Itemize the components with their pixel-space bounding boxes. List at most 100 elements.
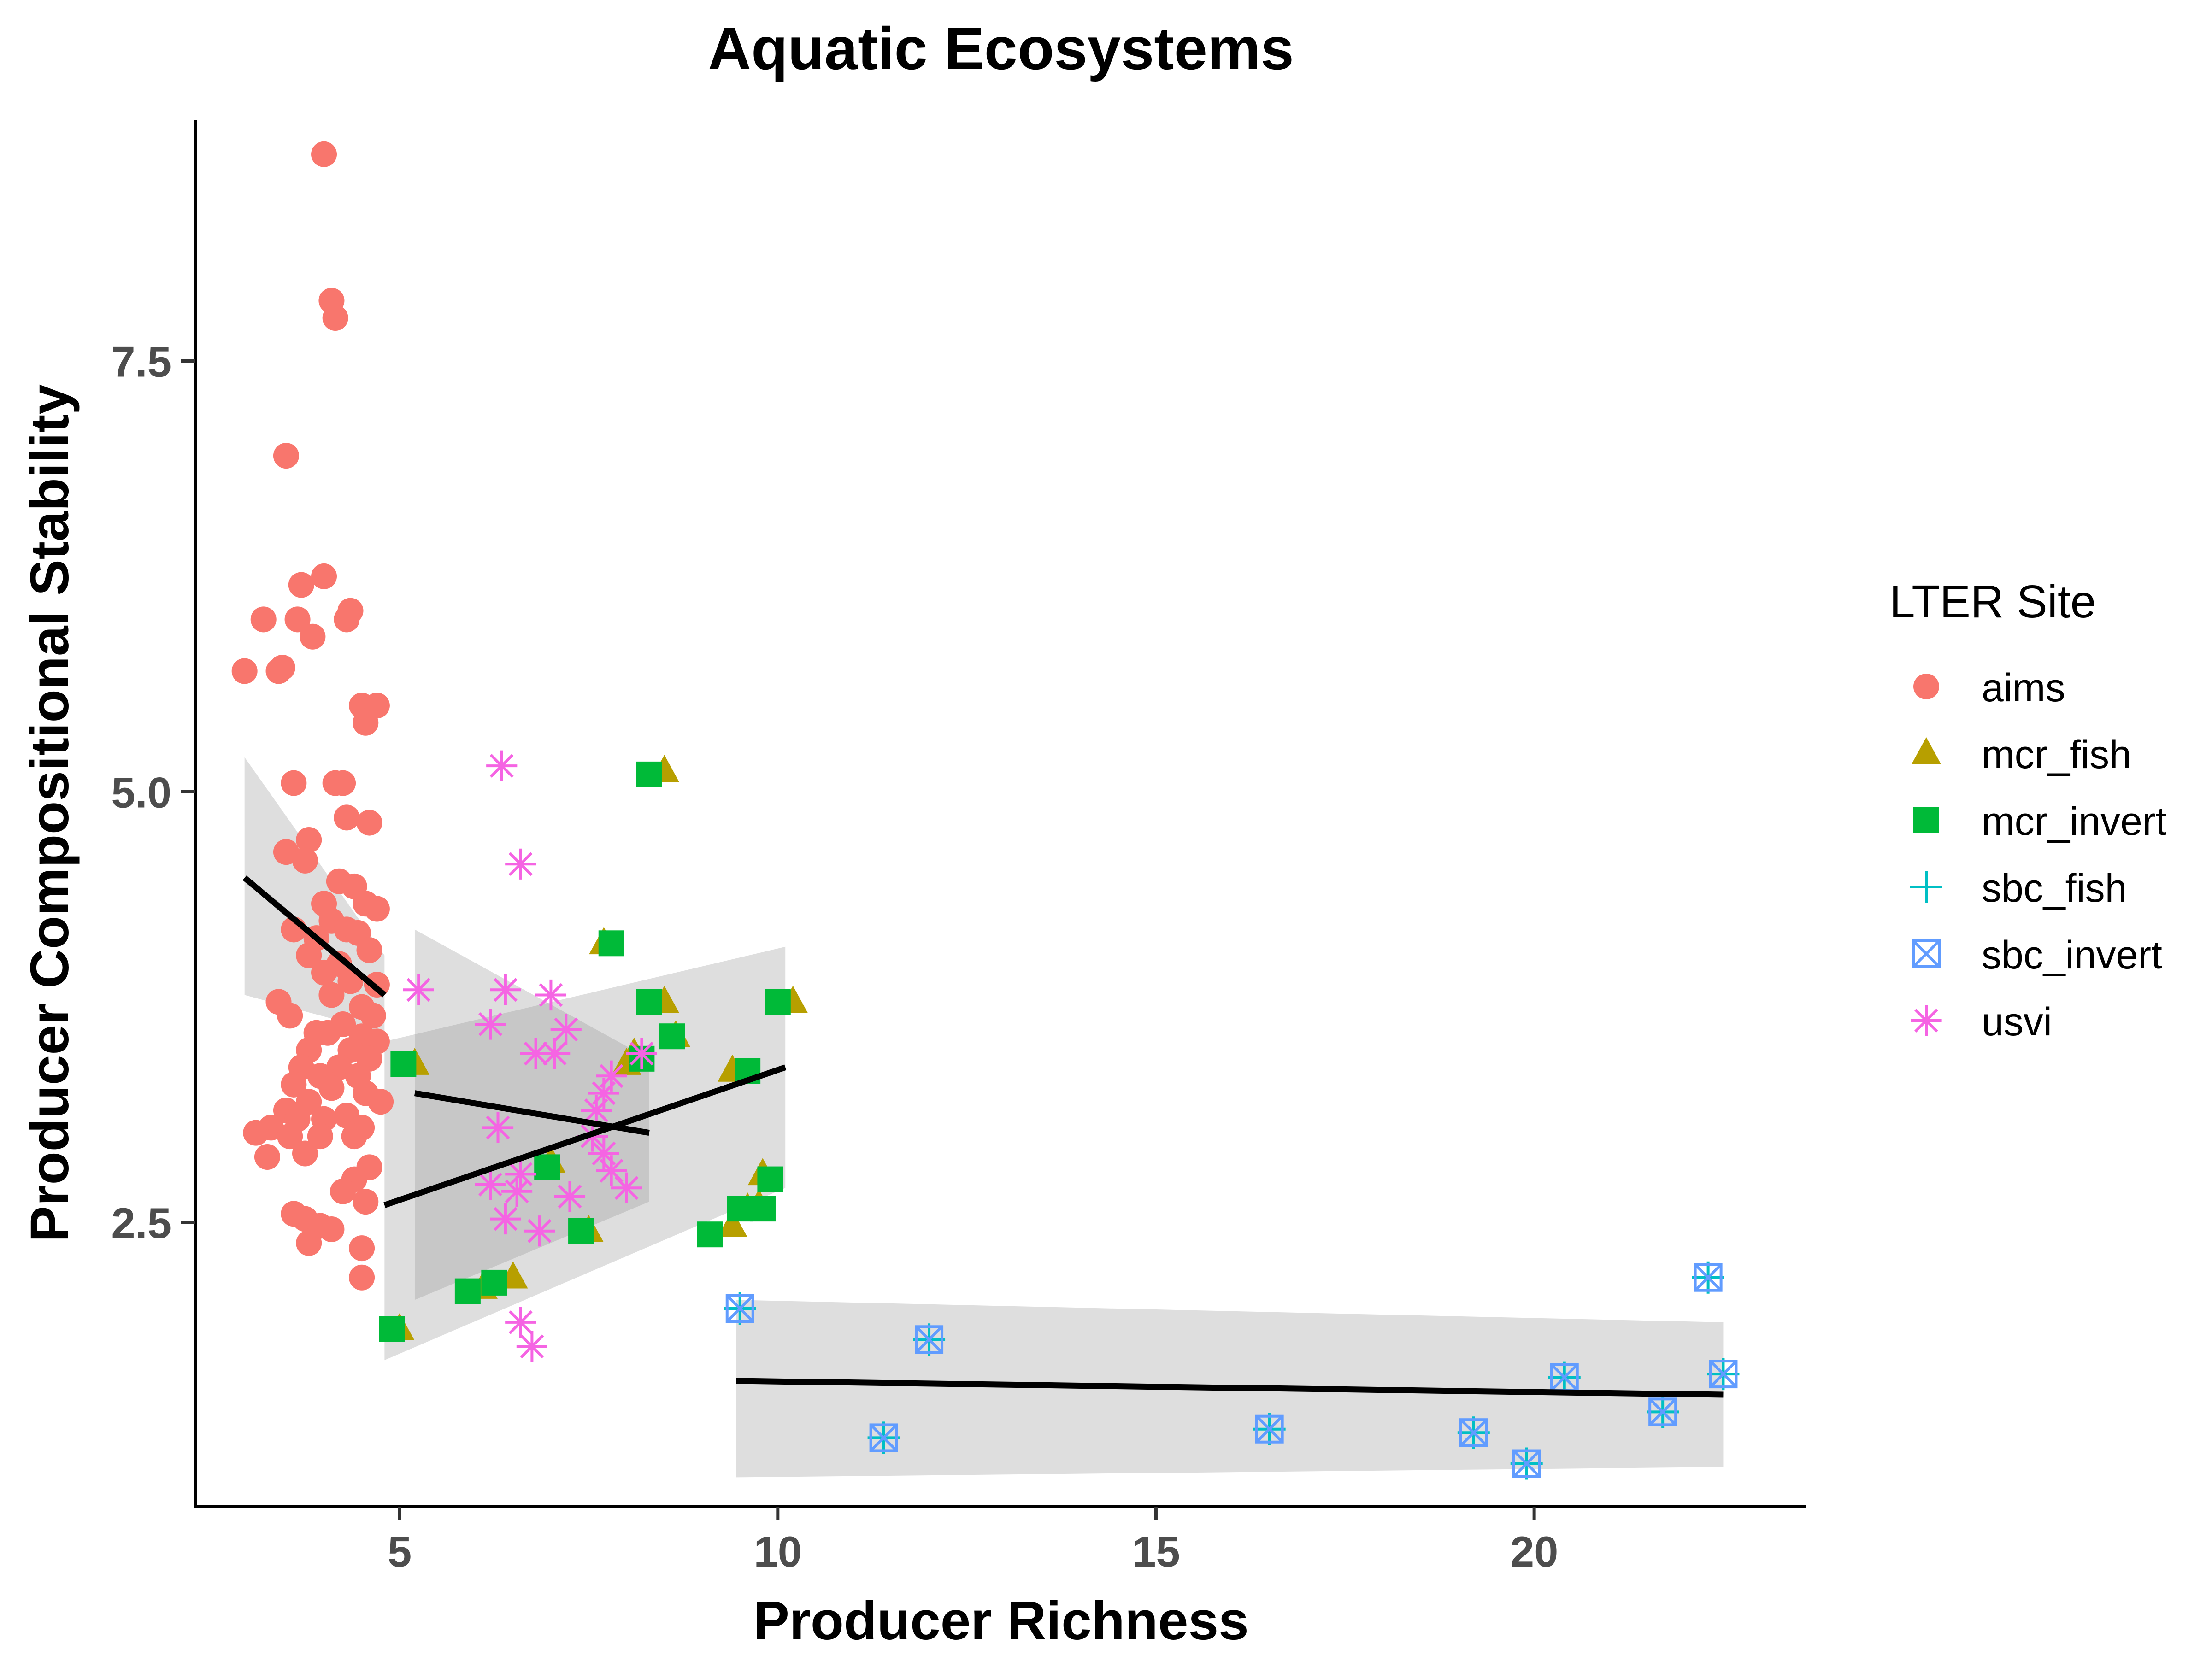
point-mcr_invert: [598, 930, 624, 957]
point-aims: [273, 443, 299, 469]
point-aims: [368, 1089, 394, 1115]
legend: LTER Site aims mcr_fish mcr_invert sbc_fish…: [1889, 576, 2167, 1044]
point-sbc_invert: [869, 1423, 898, 1452]
point-usvi: [505, 848, 536, 880]
confidence-bands: [244, 757, 1724, 1478]
trend-line-aims: [242, 875, 387, 998]
point-mcr_invert: [757, 1166, 783, 1192]
y-tick-label: 5.0: [111, 768, 171, 816]
point-mcr_fish: [718, 1209, 747, 1237]
trend-lines: [242, 875, 1724, 1398]
point-aims: [334, 804, 360, 831]
legend-key-mcr_invert: [1913, 807, 1939, 833]
point-sbc_invert: [725, 1294, 754, 1323]
point-aims: [311, 563, 337, 589]
point-usvi: [475, 1169, 506, 1200]
point-aims: [296, 827, 322, 853]
point-mcr_invert: [697, 1221, 723, 1248]
chart-title: Aquatic Ecosystems: [708, 15, 1294, 82]
point-usvi: [554, 1181, 586, 1212]
series-aims: [231, 141, 394, 1291]
legend-key-usvi: [1911, 1005, 1942, 1036]
trend-line-sbc: [736, 1378, 1724, 1398]
legend-title: LTER Site: [1889, 576, 2096, 628]
point-mcr_invert: [636, 989, 662, 1015]
point-mcr_invert: [379, 1316, 405, 1342]
point-aims: [311, 141, 337, 167]
legend-key-aims: [1913, 674, 1939, 699]
point-mcr_invert: [765, 989, 791, 1015]
y-axis-ticks: 2.5 5.0 7.5: [111, 337, 195, 1247]
point-usvi: [501, 1176, 533, 1207]
point-aims: [364, 896, 390, 922]
point-usvi: [505, 1307, 536, 1338]
point-sbc_invert: [1459, 1418, 1488, 1447]
point-mcr_invert: [727, 1196, 753, 1222]
point-mcr_invert: [568, 1218, 594, 1244]
legend-key-sbc_fish: [1910, 871, 1942, 903]
point-mcr_invert: [390, 1051, 417, 1077]
data-points: [231, 141, 1740, 1480]
legend-label-sbc_fish: sbc_fish: [1982, 866, 2127, 910]
x-tick-label: 15: [1132, 1527, 1180, 1576]
point-aims: [318, 982, 345, 1008]
point-usvi: [539, 1038, 571, 1069]
point-usvi: [626, 1038, 657, 1069]
point-sbc_invert: [1255, 1414, 1284, 1444]
point-usvi: [490, 1203, 521, 1235]
point-aims: [353, 710, 379, 736]
point-aims: [349, 1235, 375, 1262]
legend-label-aims: aims: [1982, 666, 2065, 710]
point-aims: [277, 1123, 303, 1150]
point-aims: [311, 959, 337, 986]
point-aims: [356, 810, 382, 836]
point-mcr_invert: [749, 1196, 776, 1222]
point-aims: [330, 1178, 356, 1204]
point-aims: [281, 1071, 307, 1098]
legend-label-mcr_invert: mcr_invert: [1982, 799, 2167, 844]
legend-key-mcr_fish: [1911, 737, 1941, 764]
point-aims: [353, 1189, 379, 1215]
point-usvi: [581, 1095, 612, 1126]
point-usvi: [516, 1331, 547, 1362]
point-aims: [292, 847, 318, 874]
point-aims: [318, 1075, 345, 1101]
point-sbc_invert: [1648, 1397, 1677, 1426]
point-mcr_invert: [636, 761, 662, 787]
x-axis-ticks: 5 10 15 20: [388, 1507, 1558, 1576]
point-mcr_invert: [659, 1023, 685, 1050]
point-aims: [296, 1230, 322, 1256]
point-aims: [349, 1264, 375, 1291]
point-sbc_invert: [1512, 1449, 1541, 1478]
point-aims: [341, 1123, 367, 1150]
point-usvi: [611, 1172, 642, 1203]
point-aims: [307, 1123, 333, 1150]
x-tick-label: 20: [1510, 1527, 1559, 1576]
point-mcr_invert: [534, 1154, 560, 1180]
legend-label-mcr_fish: mcr_fish: [1982, 733, 2131, 777]
point-aims: [284, 606, 311, 633]
y-tick-label: 2.5: [111, 1199, 171, 1247]
point-aims: [322, 305, 348, 331]
legend-items: aims mcr_fish mcr_invert sbc_fish sbc_invert…: [1910, 666, 2167, 1044]
trend-line-usvi: [414, 1090, 650, 1136]
point-usvi: [535, 979, 567, 1011]
point-aims: [231, 658, 258, 684]
point-sbc_invert: [1709, 1360, 1738, 1389]
x-tick-label: 10: [754, 1527, 802, 1576]
legend-key-sbc_invert: [1912, 939, 1941, 968]
legend-label-sbc_invert: sbc_invert: [1982, 933, 2162, 977]
legend-label-usvi: usvi: [1982, 1000, 2052, 1044]
point-aims: [337, 598, 364, 624]
point-mcr_invert: [481, 1269, 507, 1296]
point-aims: [277, 1003, 303, 1029]
point-sbc_invert: [915, 1325, 944, 1354]
point-aims: [330, 770, 356, 796]
x-tick-label: 5: [388, 1527, 412, 1576]
point-aims: [318, 1216, 345, 1242]
point-usvi: [475, 1009, 506, 1040]
point-aims: [250, 606, 276, 633]
axes: [194, 120, 1806, 1508]
point-aims: [292, 1140, 318, 1167]
